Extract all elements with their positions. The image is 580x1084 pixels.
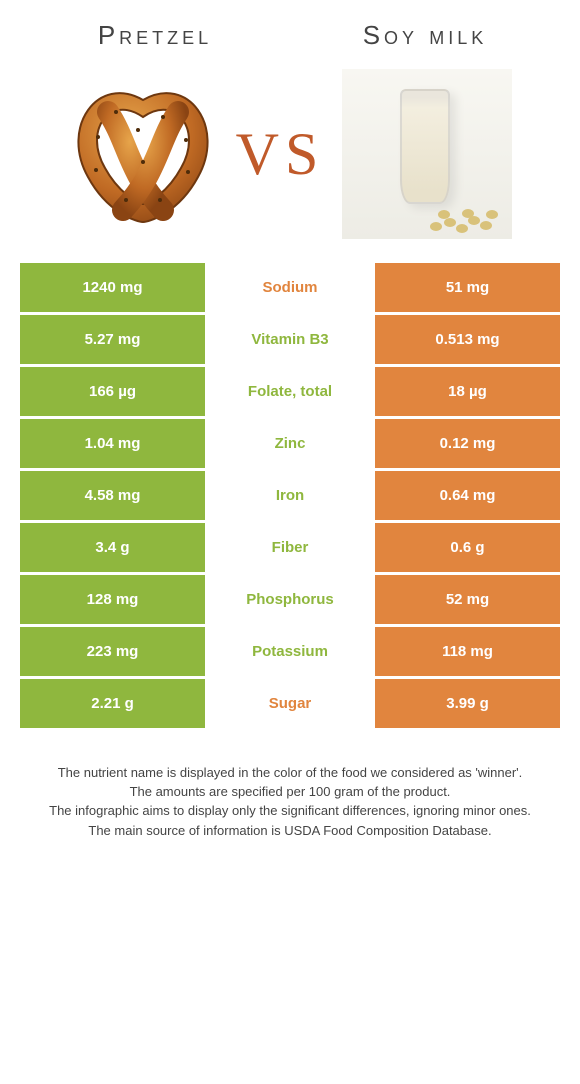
table-row: 223 mgPotassium118 mg xyxy=(20,627,560,676)
table-row: 1240 mgSodium51 mg xyxy=(20,263,560,312)
nutrient-label-cell: Iron xyxy=(208,471,372,520)
right-value-cell: 118 mg xyxy=(375,627,560,676)
left-value-cell: 3.4 g xyxy=(20,523,205,572)
left-value-cell: 2.21 g xyxy=(20,679,205,728)
comparison-images: VS xyxy=(20,69,560,239)
left-value-cell: 128 mg xyxy=(20,575,205,624)
header: Pretzel Soy milk xyxy=(20,20,560,51)
table-row: 1.04 mgZinc0.12 mg xyxy=(20,419,560,468)
nutrient-label-cell: Vitamin B3 xyxy=(208,315,372,364)
right-value-cell: 52 mg xyxy=(375,575,560,624)
left-value-cell: 1.04 mg xyxy=(20,419,205,468)
table-row: 166 µgFolate, total18 µg xyxy=(20,367,560,416)
left-value-cell: 1240 mg xyxy=(20,263,205,312)
table-row: 3.4 gFiber0.6 g xyxy=(20,523,560,572)
vs-label: VS xyxy=(236,120,325,189)
right-value-cell: 0.6 g xyxy=(375,523,560,572)
left-value-cell: 166 µg xyxy=(20,367,205,416)
soy-beans-icon xyxy=(426,203,506,233)
footer-line: The main source of information is USDA F… xyxy=(20,822,560,840)
left-food-title: Pretzel xyxy=(20,20,290,51)
right-food-title: Soy milk xyxy=(290,20,560,51)
left-value-cell: 4.58 mg xyxy=(20,471,205,520)
footer-line: The nutrient name is displayed in the co… xyxy=(20,764,560,782)
footer-notes: The nutrient name is displayed in the co… xyxy=(20,764,560,840)
pretzel-icon xyxy=(68,82,218,227)
left-value-cell: 223 mg xyxy=(20,627,205,676)
table-row: 4.58 mgIron0.64 mg xyxy=(20,471,560,520)
table-row: 2.21 gSugar3.99 g xyxy=(20,679,560,728)
nutrient-label-cell: Sodium xyxy=(208,263,372,312)
soy-milk-image xyxy=(342,69,512,239)
footer-line: The amounts are specified per 100 gram o… xyxy=(20,783,560,801)
nutrient-label-cell: Phosphorus xyxy=(208,575,372,624)
table-row: 5.27 mgVitamin B30.513 mg xyxy=(20,315,560,364)
nutrient-label-cell: Fiber xyxy=(208,523,372,572)
nutrient-label-cell: Potassium xyxy=(208,627,372,676)
footer-line: The infographic aims to display only the… xyxy=(20,802,560,820)
milk-glass-icon xyxy=(400,89,450,204)
right-value-cell: 0.12 mg xyxy=(375,419,560,468)
nutrient-comparison-table: 1240 mgSodium51 mg5.27 mgVitamin B30.513… xyxy=(20,263,560,728)
nutrient-label-cell: Zinc xyxy=(208,419,372,468)
left-value-cell: 5.27 mg xyxy=(20,315,205,364)
right-value-cell: 18 µg xyxy=(375,367,560,416)
right-value-cell: 3.99 g xyxy=(375,679,560,728)
pretzel-image xyxy=(68,82,218,227)
right-value-cell: 0.64 mg xyxy=(375,471,560,520)
nutrient-label-cell: Sugar xyxy=(208,679,372,728)
right-value-cell: 0.513 mg xyxy=(375,315,560,364)
nutrient-label-cell: Folate, total xyxy=(208,367,372,416)
table-row: 128 mgPhosphorus52 mg xyxy=(20,575,560,624)
right-value-cell: 51 mg xyxy=(375,263,560,312)
